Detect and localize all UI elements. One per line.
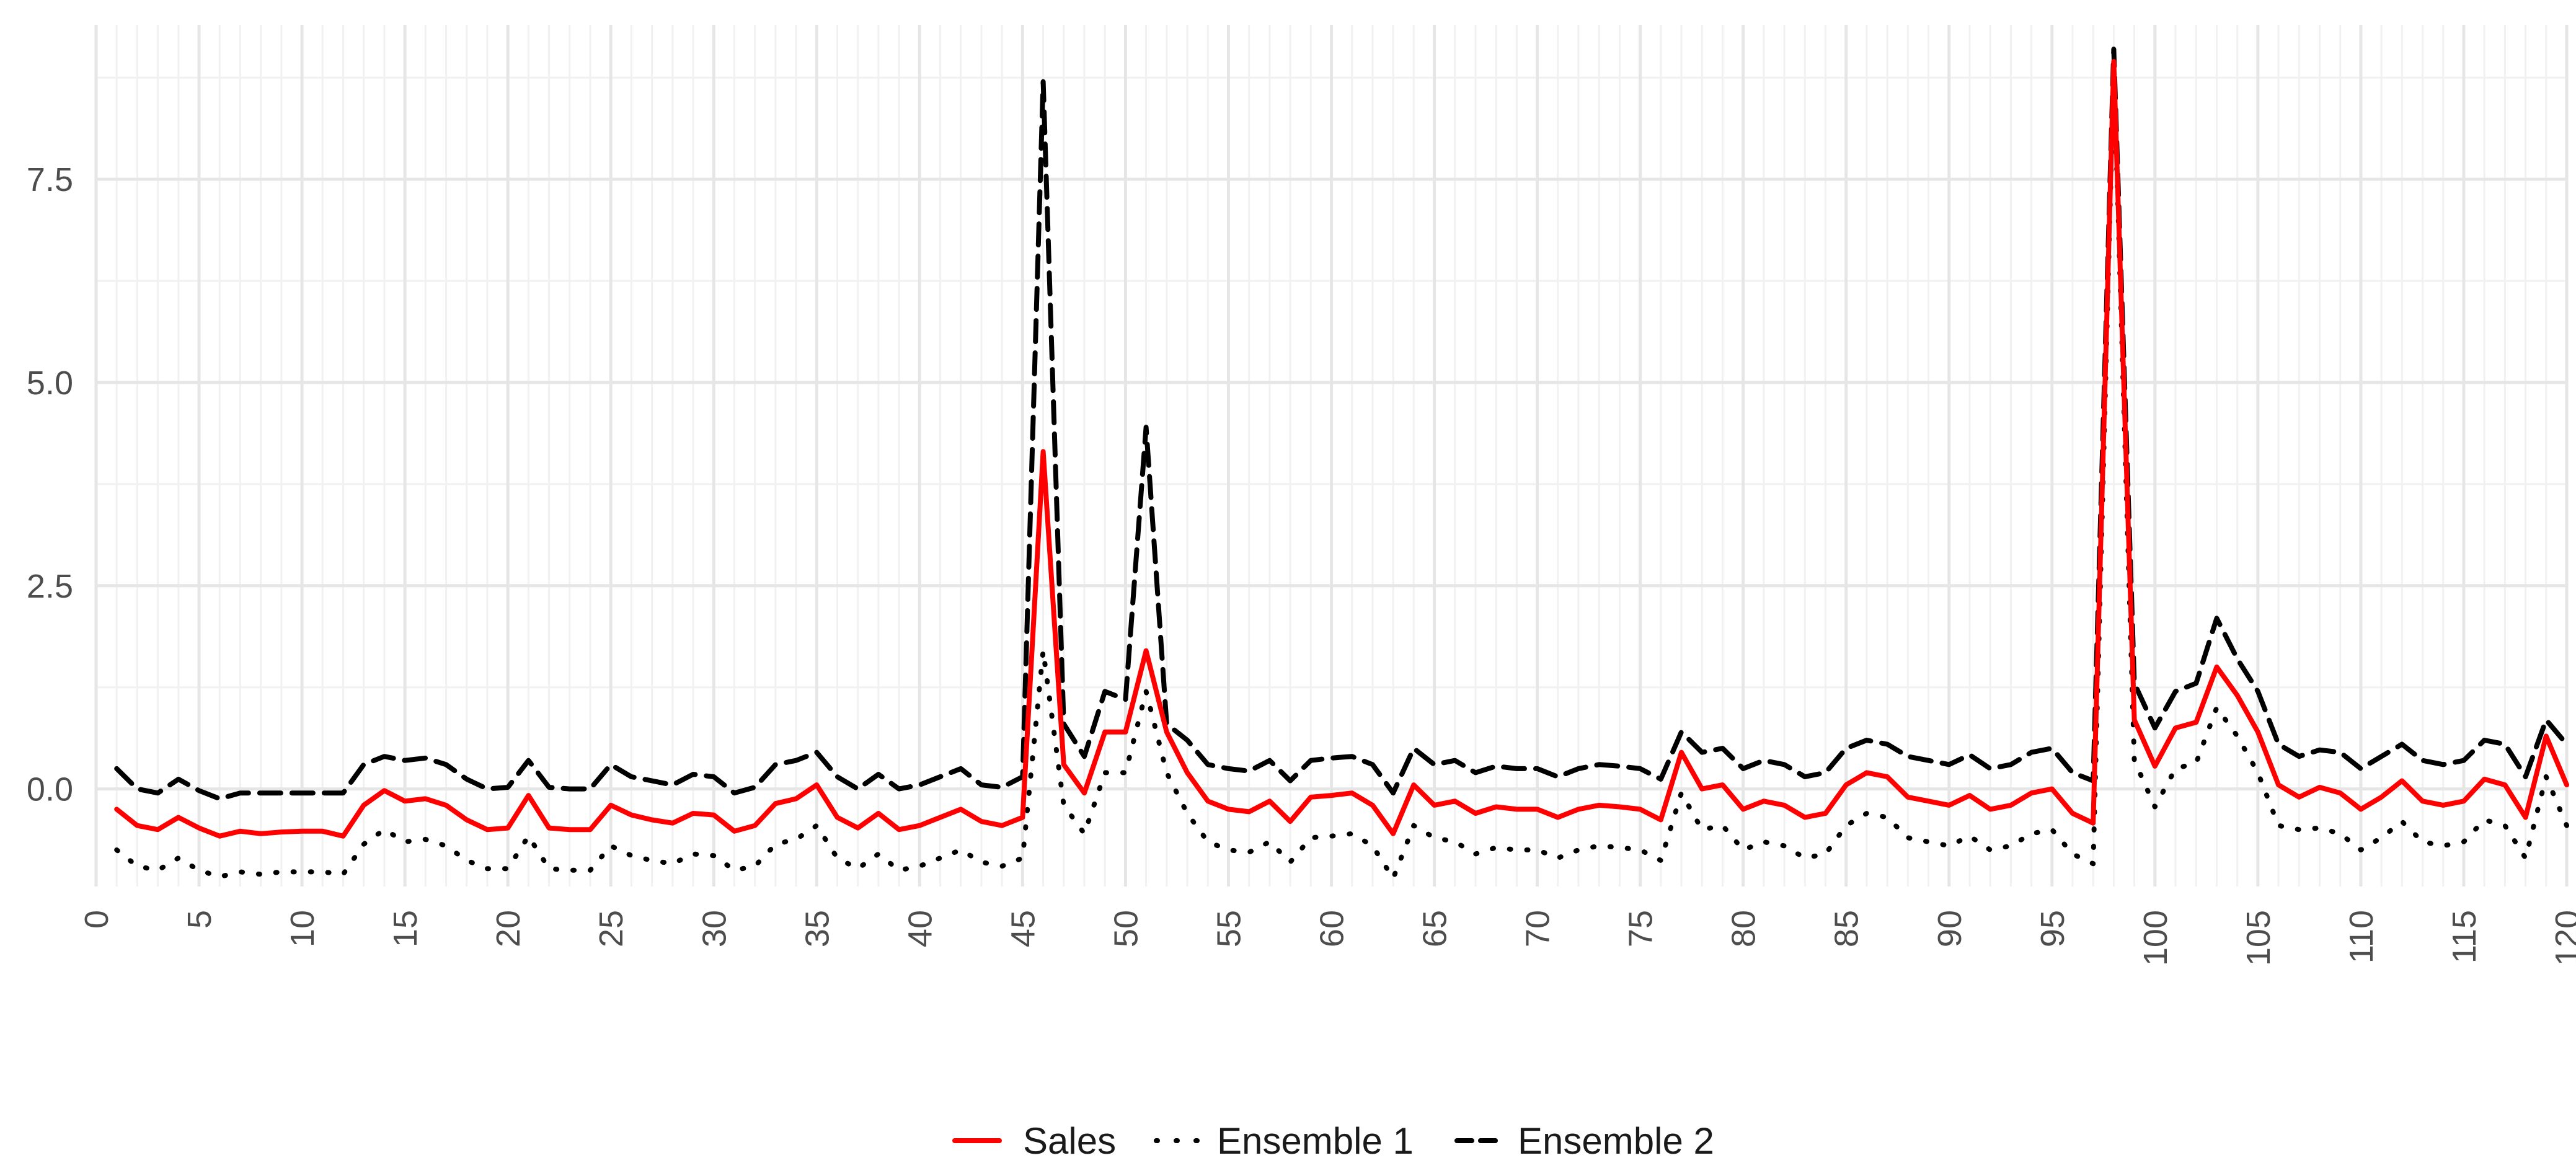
- y-tick-label: 2.5: [27, 568, 73, 605]
- x-tick-label: 105: [2240, 910, 2277, 966]
- x-tick-label: 115: [2446, 910, 2483, 963]
- y-tick-label: 7.5: [27, 161, 73, 198]
- y-axis-tick-labels: 0.0 2.5 5.0 7.5: [27, 161, 73, 808]
- x-tick-label: 15: [387, 910, 424, 947]
- x-tick-label: 40: [901, 910, 939, 947]
- x-tick-label: 65: [1417, 910, 1454, 947]
- x-tick-label: 10: [284, 910, 321, 947]
- x-tick-label: 55: [1210, 910, 1247, 947]
- x-tick-label: 45: [1004, 910, 1042, 947]
- x-tick-label: 25: [593, 910, 630, 947]
- y-tick-label: 0.0: [27, 771, 73, 808]
- x-tick-label: 120: [2549, 910, 2576, 966]
- x-tick-label: 75: [1622, 910, 1660, 947]
- major-gridlines: [94, 25, 2569, 886]
- legend-label-ensemble-1: Ensemble 1: [1217, 1120, 1414, 1162]
- x-tick-label: 60: [1314, 910, 1351, 947]
- x-axis-tick-labels: 0 5 10 15 20 25 30 35 40 45 50 55 60 65 70 75 80 85 90 95 10…: [78, 910, 2576, 966]
- x-tick-label: 50: [1107, 910, 1144, 947]
- x-tick-label: 35: [799, 910, 836, 947]
- x-tick-label: 80: [1725, 910, 1763, 947]
- x-tick-label: 110: [2343, 910, 2380, 963]
- series-line-ensemble-1: [114, 63, 2569, 881]
- y-tick-label: 5.0: [27, 365, 73, 402]
- x-tick-label: 5: [181, 910, 218, 929]
- series-lines: [114, 46, 2569, 881]
- x-tick-label: 30: [696, 910, 733, 947]
- series-line-ensemble-2: [114, 46, 2569, 802]
- legend-label-sales: Sales: [1023, 1120, 1116, 1162]
- x-tick-label: 90: [1931, 910, 1968, 947]
- x-tick-label: 95: [2034, 910, 2071, 947]
- x-tick-label: 70: [1520, 910, 1557, 947]
- series-line-sales: [114, 59, 2569, 839]
- x-tick-label: 100: [2137, 910, 2174, 966]
- legend-label-ensemble-2: Ensemble 2: [1518, 1120, 1714, 1162]
- legend: Sales Ensemble 1 Ensemble 2: [952, 1120, 1714, 1162]
- x-tick-label: 20: [490, 910, 527, 947]
- x-tick-label: 85: [1828, 910, 1866, 947]
- x-tick-label: 0: [78, 910, 115, 929]
